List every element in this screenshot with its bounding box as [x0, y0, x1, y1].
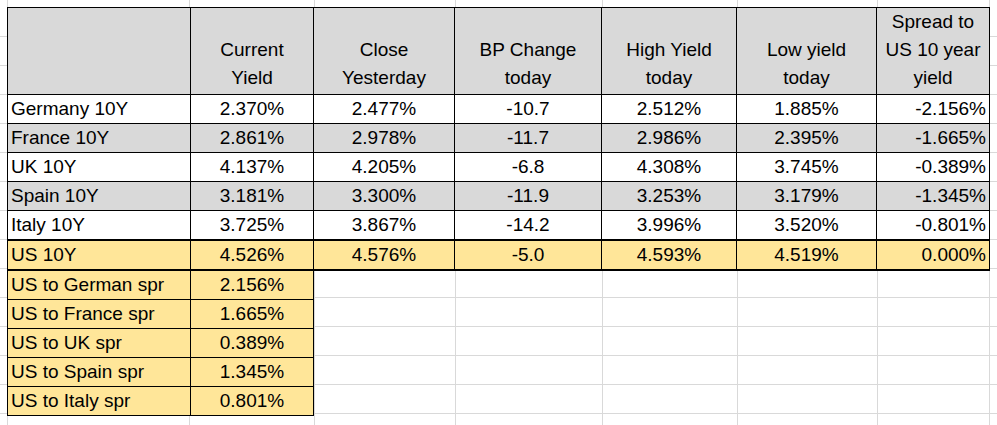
empty-cell[interactable] [877, 329, 990, 358]
row-italy-10y: Italy 10Y 3.725% 3.867% -14.2 3.996% 3.5… [8, 211, 990, 241]
header-cell-high-yield[interactable]: High Yield today [602, 8, 737, 95]
row-us-to-german-spr: US to German spr 2.156% [8, 270, 990, 300]
cell-current-yield[interactable]: 2.861% [191, 124, 314, 153]
empty-cell[interactable] [455, 358, 602, 387]
empty-cell[interactable] [602, 358, 737, 387]
cell-high-yield[interactable]: 2.512% [602, 95, 737, 124]
cell-high-yield[interactable]: 3.996% [602, 211, 737, 241]
empty-cell[interactable] [602, 387, 737, 416]
empty-cell[interactable] [737, 358, 877, 387]
row-germany-10y: Germany 10Y 2.370% 2.477% -10.7 2.512% 1… [8, 95, 990, 124]
row-label[interactable]: US 10Y [8, 240, 191, 270]
empty-cell[interactable] [877, 387, 990, 416]
cell-spread-to-us[interactable]: -1.665% [877, 124, 990, 153]
empty-cell[interactable] [314, 387, 455, 416]
row-france-10y: France 10Y 2.861% 2.978% -11.7 2.986% 2.… [8, 124, 990, 153]
empty-cell[interactable] [877, 270, 990, 300]
bond-yield-table: Current Yield Close Yesterday BP Change … [7, 7, 990, 416]
cell-bp-change[interactable]: -11.7 [455, 124, 602, 153]
header-cell-spread-to-us[interactable]: Spread to US 10 year yield [877, 8, 990, 95]
row-spain-10y: Spain 10Y 3.181% 3.300% -11.9 3.253% 3.1… [8, 182, 990, 211]
row-label[interactable]: France 10Y [8, 124, 191, 153]
cell-low-yield[interactable]: 1.885% [737, 95, 877, 124]
cell-bp-change[interactable]: -5.0 [455, 240, 602, 270]
row-label[interactable]: UK 10Y [8, 153, 191, 182]
empty-cell[interactable] [602, 300, 737, 329]
empty-cell[interactable] [737, 329, 877, 358]
cell-low-yield[interactable]: 3.179% [737, 182, 877, 211]
header-row: Current Yield Close Yesterday BP Change … [8, 8, 990, 95]
cell-bp-change[interactable]: -14.2 [455, 211, 602, 241]
cell-spread-value[interactable]: 1.665% [191, 300, 314, 329]
spreadsheet-canvas: Current Yield Close Yesterday BP Change … [0, 0, 997, 425]
cell-low-yield[interactable]: 3.520% [737, 211, 877, 241]
row-label[interactable]: Italy 10Y [8, 211, 191, 241]
empty-cell[interactable] [602, 329, 737, 358]
row-us-10y: US 10Y 4.526% 4.576% -5.0 4.593% 4.519% … [8, 240, 990, 270]
row-label[interactable]: US to Spain spr [8, 358, 191, 387]
row-us-to-uk-spr: US to UK spr 0.389% [8, 329, 990, 358]
empty-cell[interactable] [314, 329, 455, 358]
cell-current-yield[interactable]: 2.370% [191, 95, 314, 124]
cell-spread-to-us[interactable]: 0.000% [877, 240, 990, 270]
empty-cell[interactable] [314, 300, 455, 329]
empty-cell[interactable] [877, 300, 990, 329]
header-cell-rowlabel[interactable] [8, 8, 191, 95]
cell-current-yield[interactable]: 3.181% [191, 182, 314, 211]
cell-spread-to-us[interactable]: -0.801% [877, 211, 990, 241]
empty-cell[interactable] [455, 387, 602, 416]
row-label[interactable]: Spain 10Y [8, 182, 191, 211]
empty-cell[interactable] [602, 270, 737, 300]
empty-cell[interactable] [737, 387, 877, 416]
header-cell-bp-change[interactable]: BP Change today [455, 8, 602, 95]
cell-spread-value[interactable]: 0.801% [191, 387, 314, 416]
empty-cell[interactable] [455, 329, 602, 358]
cell-close-yesterday[interactable]: 4.576% [314, 240, 455, 270]
cell-close-yesterday[interactable]: 4.205% [314, 153, 455, 182]
cell-low-yield[interactable]: 3.745% [737, 153, 877, 182]
empty-cell[interactable] [455, 270, 602, 300]
header-cell-current-yield[interactable]: Current Yield [191, 8, 314, 95]
cell-bp-change[interactable]: -11.9 [455, 182, 602, 211]
cell-high-yield[interactable]: 3.253% [602, 182, 737, 211]
cell-high-yield[interactable]: 4.308% [602, 153, 737, 182]
cell-close-yesterday[interactable]: 3.300% [314, 182, 455, 211]
header-cell-low-yield[interactable]: Low yield today [737, 8, 877, 95]
cell-spread-to-us[interactable]: -1.345% [877, 182, 990, 211]
cell-current-yield[interactable]: 4.137% [191, 153, 314, 182]
row-uk-10y: UK 10Y 4.137% 4.205% -6.8 4.308% 3.745% … [8, 153, 990, 182]
row-label[interactable]: US to France spr [8, 300, 191, 329]
cell-spread-value[interactable]: 0.389% [191, 329, 314, 358]
cell-current-yield[interactable]: 3.725% [191, 211, 314, 241]
cell-low-yield[interactable]: 4.519% [737, 240, 877, 270]
row-label[interactable]: US to German spr [8, 270, 191, 300]
cell-bp-change[interactable]: -6.8 [455, 153, 602, 182]
cell-spread-value[interactable]: 2.156% [191, 270, 314, 300]
empty-cell[interactable] [737, 300, 877, 329]
empty-cell[interactable] [455, 300, 602, 329]
row-us-to-spain-spr: US to Spain spr 1.345% [8, 358, 990, 387]
row-label[interactable]: US to UK spr [8, 329, 191, 358]
empty-cell[interactable] [314, 358, 455, 387]
cell-spread-to-us[interactable]: -0.389% [877, 153, 990, 182]
empty-cell[interactable] [877, 358, 990, 387]
cell-bp-change[interactable]: -10.7 [455, 95, 602, 124]
cell-close-yesterday[interactable]: 3.867% [314, 211, 455, 241]
row-us-to-france-spr: US to France spr 1.665% [8, 300, 990, 329]
empty-cell[interactable] [314, 270, 455, 300]
cell-spread-value[interactable]: 1.345% [191, 358, 314, 387]
cell-high-yield[interactable]: 2.986% [602, 124, 737, 153]
cell-current-yield[interactable]: 4.526% [191, 240, 314, 270]
row-label[interactable]: US to Italy spr [8, 387, 191, 416]
cell-spread-to-us[interactable]: -2.156% [877, 95, 990, 124]
cell-close-yesterday[interactable]: 2.477% [314, 95, 455, 124]
cell-close-yesterday[interactable]: 2.978% [314, 124, 455, 153]
empty-cell[interactable] [737, 270, 877, 300]
cell-low-yield[interactable]: 2.395% [737, 124, 877, 153]
row-label[interactable]: Germany 10Y [8, 95, 191, 124]
row-us-to-italy-spr: US to Italy spr 0.801% [8, 387, 990, 416]
header-cell-close-yesterday[interactable]: Close Yesterday [314, 8, 455, 95]
cell-high-yield[interactable]: 4.593% [602, 240, 737, 270]
